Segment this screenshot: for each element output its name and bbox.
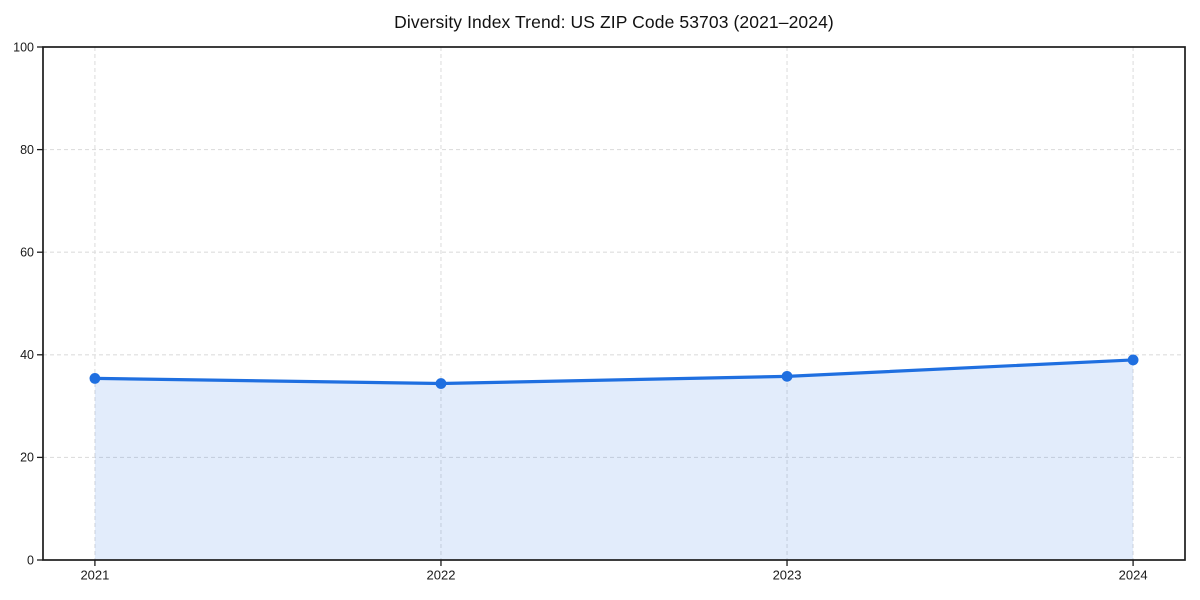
data-point-2023	[781, 370, 793, 382]
y-tick-label-60: 60	[20, 246, 34, 260]
x-tick-label-2024: 2024	[1119, 568, 1148, 583]
data-point-2021	[89, 372, 101, 384]
trend-line	[93, 358, 1135, 386]
data-point-2022	[435, 378, 447, 389]
x-tick-label-2021: 2021	[80, 568, 109, 583]
y-tick-label-80: 80	[20, 143, 34, 157]
y-tick-label-20: 20	[20, 451, 34, 465]
x-tick-label-2022: 2022	[427, 568, 456, 583]
y-tick-label-40: 40	[20, 348, 34, 362]
area-fill	[94, 359, 1134, 560]
y-tick-label-0: 0	[27, 553, 34, 567]
plot-spines	[42, 46, 1186, 561]
x-tick-label-2023: 2023	[773, 568, 802, 583]
data-point-2024	[1127, 354, 1139, 366]
y-tick-label-100: 100	[13, 40, 34, 54]
chart-title: Diversity Index Trend: US ZIP Code 53703…	[394, 12, 834, 32]
